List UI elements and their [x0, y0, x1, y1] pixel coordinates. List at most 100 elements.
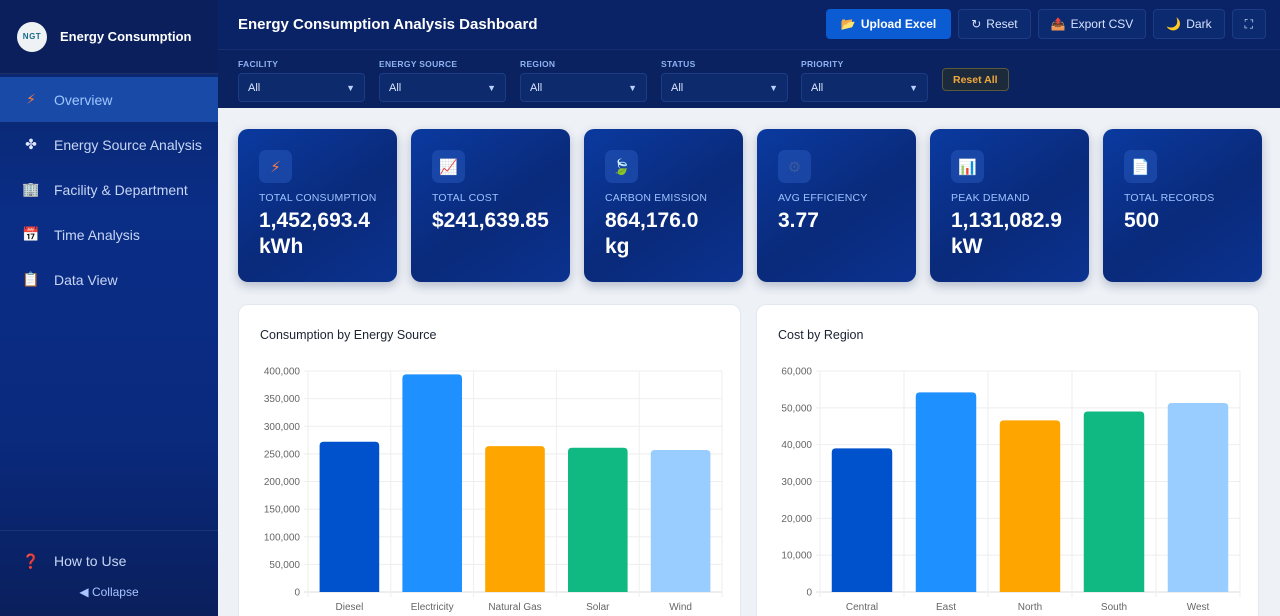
- header-actions: 📂 Upload Excel ↻ Reset 📤 Export CSV 🌙 Da…: [825, 9, 1266, 39]
- sidebar-item-data-view[interactable]: 📋 Data View: [0, 257, 218, 302]
- sidebar-item-label: Data View: [54, 271, 118, 288]
- select-value: All: [530, 81, 543, 94]
- filter-label: FACILITY: [238, 59, 279, 69]
- bar-south[interactable]: [1083, 411, 1145, 592]
- x-tick-label: Diesel: [336, 602, 364, 613]
- sidebar: NGT Energy Consumption ⚡ Overview ✤ Ener…: [0, 0, 218, 616]
- kpi-value: 864,176.0 kg: [605, 209, 699, 258]
- chart-card-cost-region: Cost by Region 0 10,000 20,000 30,000 40,000…: [756, 304, 1259, 616]
- chart-up-icon: 📈: [432, 150, 465, 183]
- bar-central[interactable]: [831, 448, 893, 592]
- kpi-total-records: 📄 TOTAL RECORDS 500: [1103, 129, 1262, 282]
- document-icon: 📄: [1124, 150, 1157, 183]
- kpi-peak-demand: 📊 PEAK DEMAND 1,131,082.9 kW: [930, 129, 1089, 282]
- upload-excel-button[interactable]: 📂 Upload Excel: [825, 9, 952, 39]
- folder-icon: 📂: [840, 17, 856, 31]
- fullscreen-button[interactable]: ⛶: [1231, 9, 1266, 39]
- y-tick-label: 50,000: [781, 403, 812, 414]
- collapse-label: Collapse: [91, 585, 139, 599]
- sidebar-item-energy-source-analysis[interactable]: ✤ Energy Source Analysis: [0, 122, 218, 167]
- filter-label: REGION: [520, 59, 556, 69]
- filter-facility: FACILITY All ▼: [238, 59, 365, 102]
- sidebar-bottom: ❓ How to Use ◀ Collapse: [0, 530, 218, 616]
- filter-energy-source: ENERGY SOURCE All ▼: [379, 59, 506, 102]
- theme-label: Dark: [1186, 17, 1212, 31]
- bar-west[interactable]: [1167, 403, 1229, 592]
- bar-diesel[interactable]: [319, 441, 380, 592]
- how-to-use-link[interactable]: ❓ How to Use: [0, 539, 218, 583]
- sidebar-item-label: Overview: [54, 91, 113, 108]
- page-title: Energy Consumption Analysis Dashboard: [238, 16, 538, 33]
- y-tick-label: 350,000: [264, 394, 301, 405]
- caret-down-icon: ▼: [487, 82, 496, 93]
- bar-wind[interactable]: [650, 450, 711, 592]
- kpi-value: $241,639.85: [432, 209, 549, 232]
- select-value: All: [389, 81, 402, 94]
- caret-down-icon: ▼: [346, 82, 355, 93]
- y-tick-label: 0: [294, 588, 300, 599]
- y-tick-label: 150,000: [264, 505, 301, 516]
- bar-electricity[interactable]: [402, 374, 463, 592]
- theme-toggle-button[interactable]: 🌙 Dark: [1153, 9, 1225, 39]
- reset-label: Reset: [986, 17, 1018, 31]
- y-tick-label: 0: [806, 588, 812, 599]
- filter-label: ENERGY SOURCE: [379, 59, 458, 69]
- sidebar-item-time-analysis[interactable]: 📅 Time Analysis: [0, 212, 218, 257]
- x-tick-label: Solar: [586, 602, 610, 613]
- y-tick-label: 100,000: [264, 532, 301, 543]
- chart-title: Cost by Region: [778, 328, 864, 342]
- clover-icon: ✤: [25, 136, 37, 152]
- y-tick-label: 250,000: [264, 449, 301, 460]
- lightning-icon: ⚡: [259, 150, 292, 183]
- kpi-label: TOTAL RECORDS: [1124, 192, 1215, 204]
- y-tick-label: 40,000: [781, 440, 812, 451]
- bar-east[interactable]: [915, 392, 977, 592]
- chart-card-consumption: Consumption by Energy Source 0 50,000 100,…: [238, 304, 741, 616]
- x-tick-label: North: [1018, 602, 1042, 613]
- bar-solar[interactable]: [567, 447, 628, 592]
- sidebar-item-overview[interactable]: ⚡ Overview: [0, 77, 218, 122]
- chevron-left-icon: ◀: [79, 585, 89, 599]
- filter-label: STATUS: [661, 59, 696, 69]
- y-tick-label: 50,000: [269, 560, 300, 571]
- kpi-label: TOTAL CONSUMPTION: [259, 192, 377, 204]
- y-tick-label: 30,000: [781, 477, 812, 488]
- y-tick-label: 10,000: [781, 551, 812, 562]
- brand-name: Energy Consumption: [60, 29, 192, 44]
- clipboard-icon: 📋: [22, 271, 40, 287]
- y-tick-label: 60,000: [781, 367, 812, 378]
- reset-all-button[interactable]: Reset All: [942, 68, 1009, 91]
- bar-natural-gas[interactable]: [485, 446, 545, 592]
- energy-source-select[interactable]: All ▼: [379, 73, 506, 102]
- facility-select[interactable]: All ▼: [238, 73, 365, 102]
- sidebar-nav: ⚡ Overview ✤ Energy Source Analysis 🏢 Fa…: [0, 77, 218, 302]
- y-tick-label: 200,000: [264, 477, 301, 488]
- gear-icon: ⚙: [778, 150, 811, 183]
- bar-chart-icon: 📊: [951, 150, 984, 183]
- kpi-label: TOTAL COST: [432, 192, 499, 204]
- filter-region: REGION All ▼: [520, 59, 647, 102]
- collapse-button[interactable]: ◀ Collapse: [0, 585, 218, 599]
- kpi-value: 3.77: [778, 209, 819, 232]
- select-value: All: [248, 81, 261, 94]
- sidebar-item-facility-department[interactable]: 🏢 Facility & Department: [0, 167, 218, 212]
- region-select[interactable]: All ▼: [520, 73, 647, 102]
- export-csv-button[interactable]: 📤 Export CSV: [1037, 9, 1147, 39]
- x-tick-label: East: [936, 602, 956, 613]
- x-tick-label: Wind: [669, 602, 692, 613]
- export-csv-label: Export CSV: [1070, 17, 1134, 31]
- reset-button[interactable]: ↻ Reset: [958, 9, 1031, 39]
- kpi-avg-efficiency: ⚙ AVG EFFICIENCY 3.77: [757, 129, 916, 282]
- filter-status: STATUS All ▼: [661, 59, 788, 102]
- filter-label: PRIORITY: [801, 59, 844, 69]
- sidebar-item-label: Time Analysis: [54, 226, 140, 243]
- bar-north[interactable]: [999, 420, 1061, 592]
- building-icon: 🏢: [22, 181, 40, 197]
- status-select[interactable]: All ▼: [661, 73, 788, 102]
- y-tick-label: 300,000: [264, 422, 301, 433]
- y-tick-label: 400,000: [264, 367, 301, 378]
- caret-down-icon: ▼: [769, 82, 778, 93]
- caret-down-icon: ▼: [909, 82, 918, 93]
- priority-select[interactable]: All ▼: [801, 73, 928, 102]
- header: Energy Consumption Analysis Dashboard 📂 …: [218, 0, 1280, 50]
